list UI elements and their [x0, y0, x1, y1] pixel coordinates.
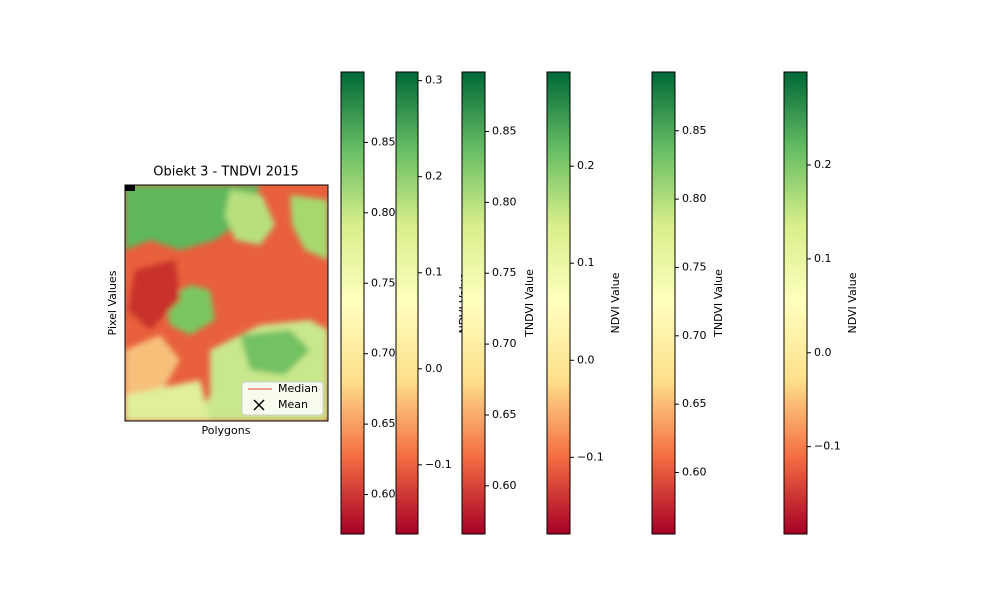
tick-label: 0.70 [371, 347, 396, 360]
ndvi-raster [125, 185, 328, 421]
colorbar-label: TNDVI Value [712, 269, 725, 338]
colorbar-label: NDVI Value [609, 272, 622, 333]
legend-marker [253, 399, 265, 411]
chart-title: Obiekt 3 - TNDVI 2015 [153, 165, 298, 180]
colorbar [783, 71, 808, 535]
tick-label: 0.0 [425, 362, 443, 375]
legend-label: Median [278, 382, 318, 395]
colorbar [340, 71, 365, 535]
legend-label: Mean [278, 398, 308, 411]
tick-label: 0.75 [492, 266, 517, 279]
colorbar [461, 71, 486, 535]
tick-label: 0.85 [492, 125, 517, 138]
colorbar-label: NDVI Value [846, 272, 859, 333]
colorbar [651, 71, 676, 535]
tick-label: 0.1 [814, 252, 832, 265]
tick-label: 0.60 [492, 479, 517, 492]
tick-label: 0.65 [371, 417, 396, 430]
legend-box [241, 381, 324, 416]
tick-label: 0.85 [682, 124, 707, 137]
tick-label: 0.80 [371, 206, 396, 219]
tick-label: 0.2 [577, 159, 595, 172]
tick-label: 0.65 [492, 408, 517, 421]
tick-label: 0.1 [425, 266, 443, 279]
tick-label: −0.1 [577, 450, 604, 463]
tick-label: 0.60 [682, 465, 707, 478]
colorbar-label: TNDVI Value [523, 269, 536, 338]
tick-label: 0.3 [425, 74, 443, 87]
tick-label: 0.70 [682, 329, 707, 342]
tick-label: 0.65 [682, 397, 707, 410]
tick-label: 0.80 [492, 195, 517, 208]
y-axis-label: Pixel Values [106, 270, 119, 335]
axes-frame [124, 184, 329, 422]
tick-label: 0.85 [371, 135, 396, 148]
tick-label: 0.70 [492, 337, 517, 350]
tick-label: 0.0 [814, 346, 832, 359]
tick-label: 0.75 [682, 260, 707, 273]
tick-label: 0.75 [371, 276, 396, 289]
legend: Median Mean [241, 381, 324, 416]
colorbar [395, 71, 419, 535]
tick-label: 0.60 [371, 488, 396, 501]
tick-label: 0.2 [425, 170, 443, 183]
tick-label: −0.1 [425, 458, 452, 471]
x-axis-label: Polygons [202, 424, 251, 437]
tick-label: 0.80 [682, 192, 707, 205]
tick-label: 0.1 [577, 256, 595, 269]
tick-label: 0.2 [814, 158, 832, 171]
tick-label: 0.0 [577, 353, 595, 366]
tick-label: −0.1 [814, 440, 841, 453]
colorbar [546, 71, 571, 535]
